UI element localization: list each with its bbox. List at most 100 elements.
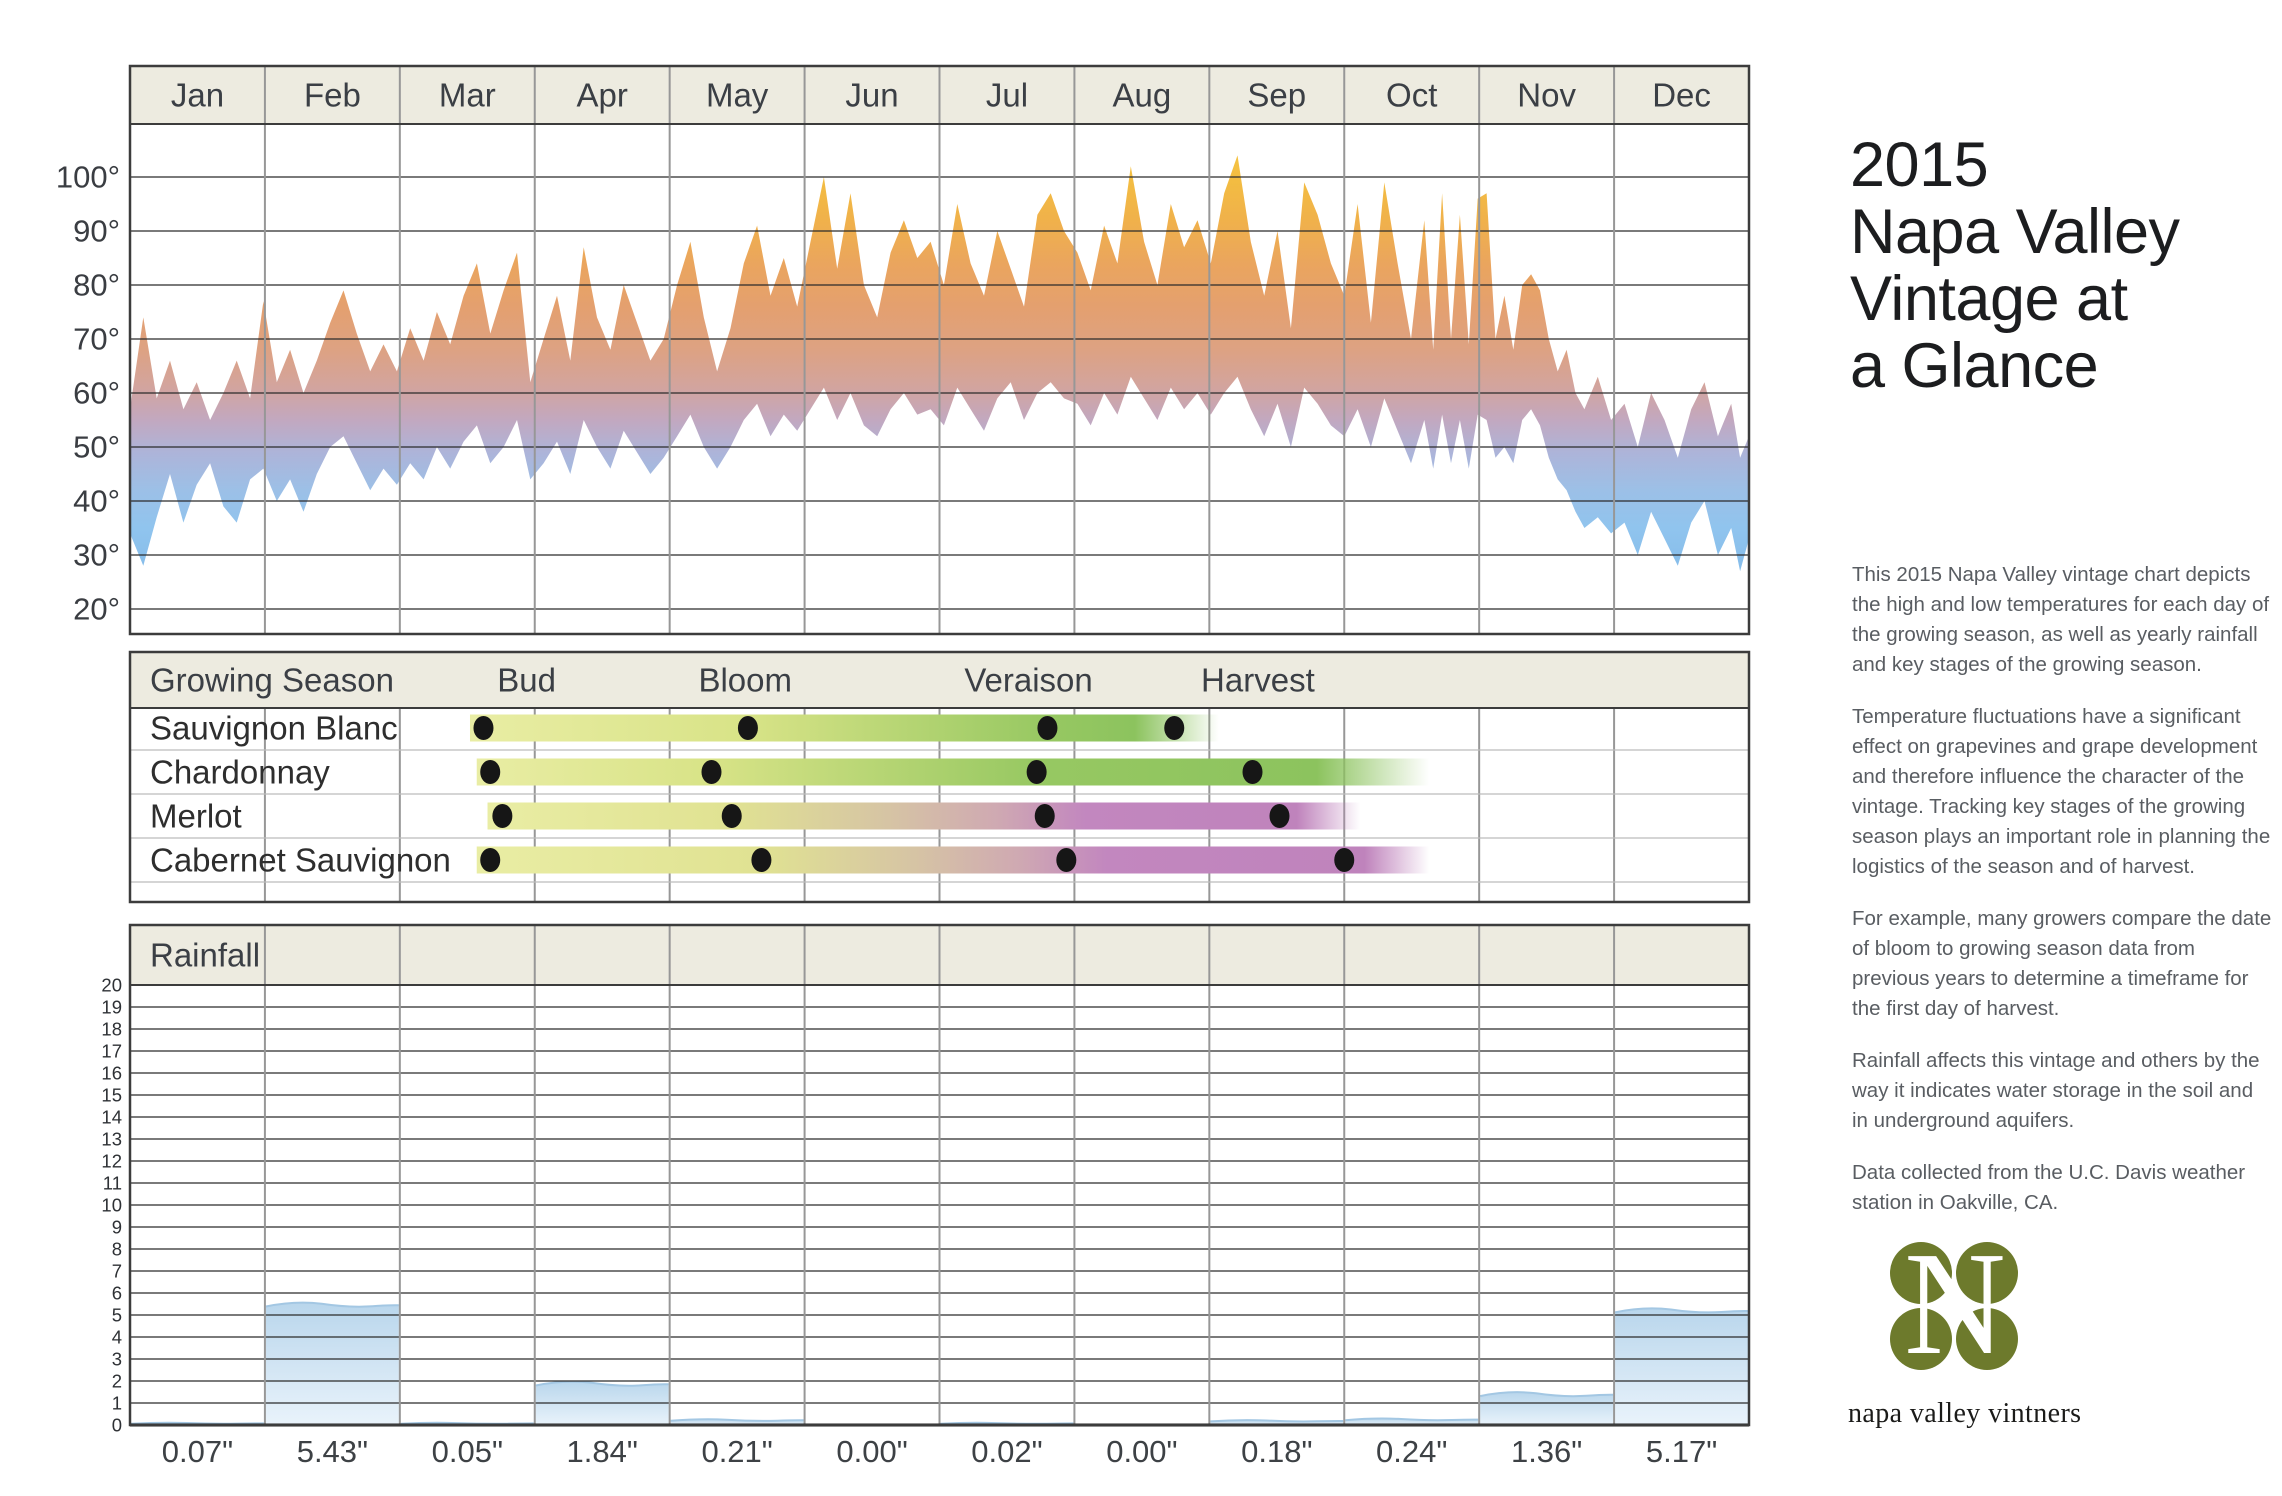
rain-y-tick: 2 <box>112 1371 122 1392</box>
temp-y-tick: 30° <box>73 538 120 573</box>
rain-y-tick: 16 <box>101 1063 122 1084</box>
title-line: a Glance <box>1850 331 2099 401</box>
rain-y-tick: 10 <box>101 1195 122 1216</box>
title-line: Vintage at <box>1850 264 2128 334</box>
body-paragraph: Temperature fluctuations have a signific… <box>1852 705 2271 878</box>
month-label: Apr <box>577 77 628 114</box>
logo-circle <box>1956 1308 2018 1370</box>
rain-y-tick: 4 <box>112 1327 122 1348</box>
rain-y-tick: 8 <box>112 1239 122 1260</box>
gs-event-dot-bud <box>473 716 494 740</box>
rainfall-value: 0.05" <box>432 1434 503 1469</box>
body-paragraph: This 2015 Napa Valley vintage chart depi… <box>1852 563 2270 676</box>
month-label: May <box>706 77 769 114</box>
rain-y-tick: 7 <box>112 1261 122 1282</box>
stage-label: Veraison <box>964 662 1092 699</box>
rainfall-bar-edge <box>265 1301 399 1308</box>
title-line: 2015 <box>1850 130 1989 200</box>
temperature-chart: 100° 90° 80° 70° 60° 50° 40° 30° 20° Jan Feb Mar Apr… <box>56 64 1751 636</box>
logo-circles-icon <box>1890 1242 2020 1372</box>
nvv-logo: N <box>1890 1222 2020 1386</box>
page-title: 2015 Napa Valley Vintage at a Glance <box>1850 132 2180 400</box>
rainfall-value: 1.36" <box>1511 1434 1582 1469</box>
month-label: Aug <box>1113 77 1172 114</box>
rain-y-tick: 17 <box>101 1041 122 1062</box>
month-label: Jul <box>986 77 1028 114</box>
rainfall-value: 5.17" <box>1646 1434 1717 1469</box>
panel-border <box>128 923 1751 1427</box>
body-paragraph: Rainfall affects this vintage and others… <box>1852 1049 2260 1132</box>
rainfall-bar-edge <box>1479 1391 1614 1398</box>
gs-event-dot-bud <box>480 760 501 784</box>
variety-label: Chardonnay <box>150 754 330 791</box>
month-label: Dec <box>1652 77 1711 114</box>
panel-border <box>128 64 1751 636</box>
growing-season-chart: Sauvignon Blanc Chardonnay Merlot Cabernet … <box>128 650 1751 904</box>
gs-event-dot-harvest <box>1164 716 1185 740</box>
rain-y-tick: 6 <box>112 1283 122 1304</box>
rain-y-tick: 15 <box>101 1085 122 1106</box>
rain-y-tick: 5 <box>112 1305 122 1326</box>
month-label: Jan <box>171 77 224 114</box>
rainfall-bar <box>1345 1418 1479 1425</box>
rain-y-tick: 0 <box>112 1415 122 1436</box>
variety-label: Sauvignon Blanc <box>150 710 398 747</box>
gs-event-dot-veraison <box>1034 804 1055 828</box>
rainfall-bar <box>1615 1308 1748 1425</box>
month-label: Sep <box>1247 77 1306 114</box>
month-label: Mar <box>439 77 496 114</box>
rainfall-bar <box>265 1302 399 1425</box>
rain-y-tick: 18 <box>101 1019 122 1040</box>
logo-circle <box>1890 1242 1952 1304</box>
stage-label: Harvest <box>1201 662 1315 699</box>
gs-event-dot-harvest <box>1334 848 1355 872</box>
rainfall-bar-edge <box>1210 1419 1344 1423</box>
rainfall-value: 1.84" <box>567 1434 638 1469</box>
variety-label: Merlot <box>150 798 242 835</box>
rain-y-tick: 19 <box>101 997 122 1018</box>
gs-event-dot-bud <box>480 848 501 872</box>
rainfall-bar-edge <box>535 1380 669 1387</box>
stage-label: Bud <box>497 662 556 699</box>
body-paragraph: For example, many growers compare the da… <box>1852 907 2272 1020</box>
rainfall-value: 0.21" <box>701 1434 772 1469</box>
description-paragraphs: This 2015 Napa Valley vintage chart depi… <box>1852 560 2272 1240</box>
gs-bar <box>476 758 1430 786</box>
month-label: Oct <box>1386 77 1437 114</box>
rain-y-tick: 3 <box>112 1349 122 1370</box>
rain-y-tick: 12 <box>101 1151 122 1172</box>
temp-y-tick: 60° <box>73 376 120 411</box>
rain-y-tick: 1 <box>112 1393 122 1414</box>
gs-event-dot-bloom <box>701 760 722 784</box>
gs-event-dot-veraison <box>1026 760 1047 784</box>
gs-event-dot-bloom <box>751 848 772 872</box>
gs-event-dot-bloom <box>721 804 742 828</box>
rain-y-tick: 13 <box>101 1129 122 1150</box>
gs-event-dot-veraison <box>1056 848 1077 872</box>
logo-monogram: N <box>1904 1222 2006 1386</box>
rainfall-value: 0.00" <box>836 1434 907 1469</box>
rainfall-value: 0.02" <box>971 1434 1042 1469</box>
gs-bar <box>476 846 1430 874</box>
body-paragraph: Data collected from the U.C. Davis weath… <box>1852 1161 2246 1214</box>
gs-header-band <box>130 652 1749 708</box>
temp-y-tick: 20° <box>73 592 120 627</box>
rain-y-tick: 9 <box>112 1217 122 1238</box>
rainfall-bar-edge <box>1345 1417 1479 1422</box>
gs-event-dot-harvest <box>1242 760 1263 784</box>
temp-y-tick: 50° <box>73 430 120 465</box>
variety-label: Cabernet Sauvignon <box>150 842 451 879</box>
rainfall-value: 0.24" <box>1376 1434 1447 1469</box>
temp-y-tick: 80° <box>73 268 120 303</box>
gs-header-label: Growing Season <box>150 662 394 699</box>
temp-y-tick: 70° <box>73 322 120 357</box>
month-label: Jun <box>845 77 898 114</box>
rainfall-value: 0.00" <box>1106 1434 1177 1469</box>
rain-y-tick: 11 <box>103 1173 122 1194</box>
rainfall-value: 5.43" <box>297 1434 368 1469</box>
stage-label: Bloom <box>698 662 792 699</box>
rain-header-label: Rainfall <box>150 937 260 974</box>
title-line: Napa Valley <box>1850 197 2180 267</box>
